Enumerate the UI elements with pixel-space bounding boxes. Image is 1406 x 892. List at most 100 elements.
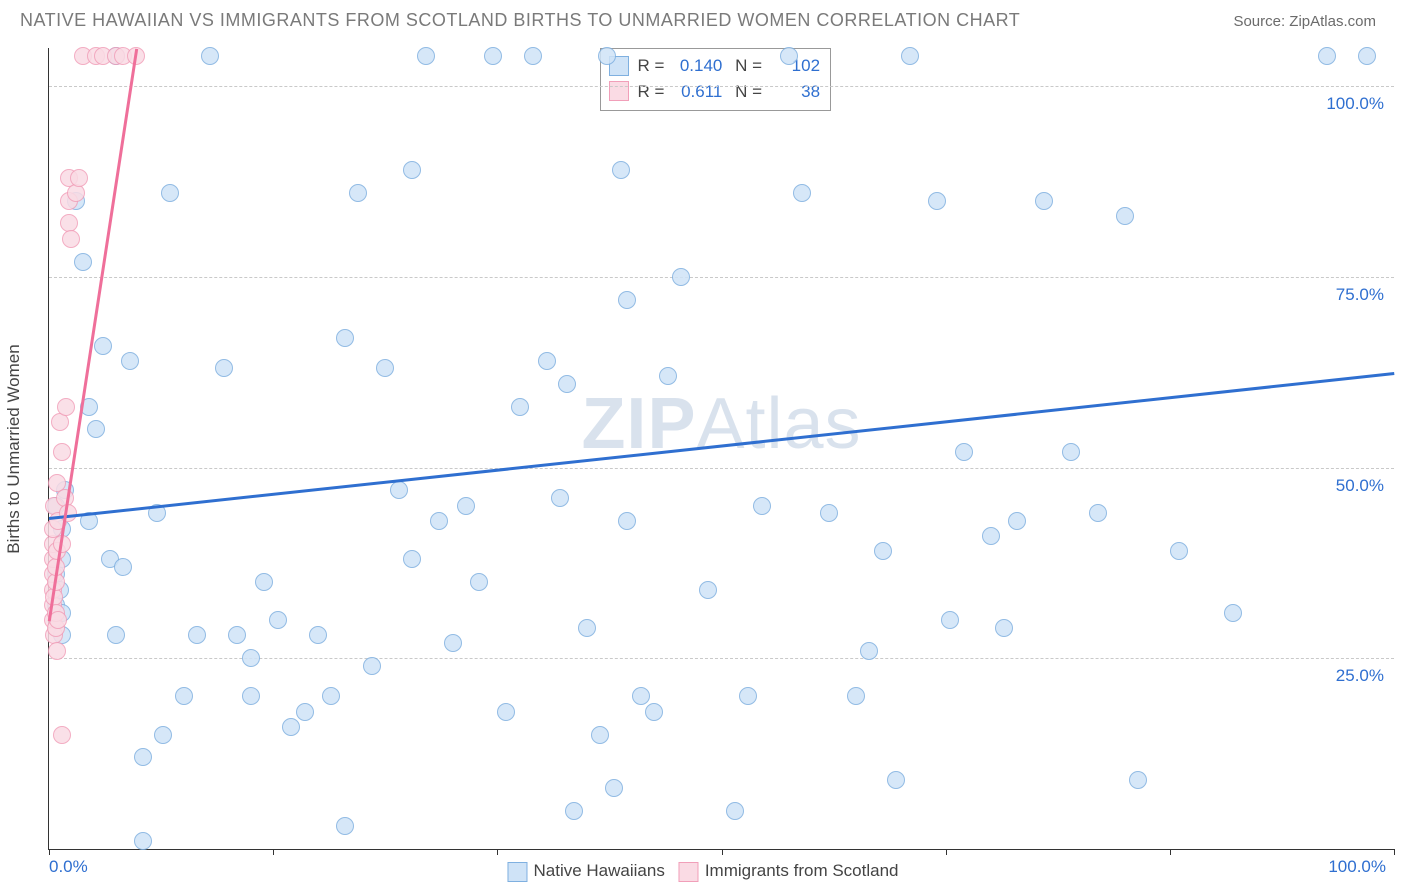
y-axis-title: Births to Unmarried Women: [4, 344, 24, 553]
scatter-point: [201, 47, 219, 65]
scatter-point: [1035, 192, 1053, 210]
scatter-point: [470, 573, 488, 591]
scatter-point: [659, 367, 677, 385]
scatter-point: [612, 161, 630, 179]
scatter-point: [48, 642, 66, 660]
scatter-point: [511, 398, 529, 416]
legend-swatch-pink: [609, 81, 629, 101]
scatter-point: [645, 703, 663, 721]
x-tick: [273, 849, 274, 855]
y-tick-label: 50.0%: [1336, 476, 1384, 496]
scatter-point: [242, 649, 260, 667]
y-tick-label: 100.0%: [1326, 94, 1384, 114]
scatter-point: [309, 626, 327, 644]
scatter-point: [1116, 207, 1134, 225]
scatter-point: [1224, 604, 1242, 622]
scatter-point: [901, 47, 919, 65]
scatter-point: [336, 817, 354, 835]
legend-row: R = 0.611 N = 38: [609, 79, 820, 105]
scatter-point: [94, 337, 112, 355]
scatter-point: [1089, 504, 1107, 522]
scatter-point: [363, 657, 381, 675]
x-tick: [49, 849, 50, 855]
scatter-point: [114, 558, 132, 576]
scatter-point: [484, 47, 502, 65]
scatter-point: [1008, 512, 1026, 530]
scatter-point: [282, 718, 300, 736]
scatter-point: [70, 169, 88, 187]
scatter-point: [134, 832, 152, 850]
trend-line: [49, 372, 1394, 519]
gridline: [49, 86, 1394, 87]
scatter-point: [793, 184, 811, 202]
trend-line: [48, 49, 138, 622]
plot-area: Births to Unmarried Women ZIPAtlas R = 0…: [48, 48, 1394, 850]
scatter-point: [1062, 443, 1080, 461]
scatter-point: [860, 642, 878, 660]
scatter-point: [955, 443, 973, 461]
scatter-point: [134, 748, 152, 766]
legend-r-value: 0.611: [672, 79, 722, 105]
legend-swatch-pink: [679, 862, 699, 882]
legend-item: Immigrants from Scotland: [679, 861, 899, 882]
scatter-point: [336, 329, 354, 347]
scatter-point: [121, 352, 139, 370]
scatter-point: [618, 512, 636, 530]
scatter-point: [269, 611, 287, 629]
scatter-point: [753, 497, 771, 515]
scatter-point: [618, 291, 636, 309]
title-bar: NATIVE HAWAIIAN VS IMMIGRANTS FROM SCOTL…: [0, 0, 1406, 35]
legend-label: Immigrants from Scotland: [705, 861, 899, 880]
source-label: Source: ZipAtlas.com: [1233, 13, 1376, 30]
legend-r-label: R =: [637, 79, 664, 105]
scatter-point: [739, 687, 757, 705]
gridline: [49, 468, 1394, 469]
scatter-point: [726, 802, 744, 820]
scatter-point: [847, 687, 865, 705]
x-tick: [497, 849, 498, 855]
scatter-point: [215, 359, 233, 377]
scatter-point: [74, 253, 92, 271]
scatter-point: [497, 703, 515, 721]
scatter-point: [376, 359, 394, 377]
scatter-point: [57, 398, 75, 416]
scatter-point: [565, 802, 583, 820]
scatter-point: [874, 542, 892, 560]
scatter-point: [154, 726, 172, 744]
x-tick-label: 0.0%: [49, 857, 88, 877]
scatter-point: [887, 771, 905, 789]
scatter-point: [62, 230, 80, 248]
scatter-point: [598, 47, 616, 65]
scatter-point: [349, 184, 367, 202]
scatter-point: [1358, 47, 1376, 65]
scatter-point: [87, 420, 105, 438]
scatter-point: [551, 489, 569, 507]
y-tick-label: 75.0%: [1336, 285, 1384, 305]
scatter-point: [457, 497, 475, 515]
scatter-point: [558, 375, 576, 393]
scatter-point: [430, 512, 448, 530]
scatter-point: [538, 352, 556, 370]
scatter-point: [1318, 47, 1336, 65]
legend-n-value: 38: [770, 79, 820, 105]
scatter-point: [699, 581, 717, 599]
scatter-point: [591, 726, 609, 744]
scatter-point: [53, 726, 71, 744]
scatter-point: [322, 687, 340, 705]
scatter-point: [632, 687, 650, 705]
scatter-point: [780, 47, 798, 65]
watermark: ZIPAtlas: [581, 383, 861, 465]
scatter-plot: ZIPAtlas R = 0.140 N = 102 R = 0.611 N =…: [48, 48, 1394, 850]
scatter-point: [403, 161, 421, 179]
scatter-point: [161, 184, 179, 202]
scatter-point: [53, 443, 71, 461]
scatter-point: [188, 626, 206, 644]
scatter-point: [403, 550, 421, 568]
x-tick: [1394, 849, 1395, 855]
scatter-point: [255, 573, 273, 591]
scatter-point: [578, 619, 596, 637]
legend-series: Native Hawaiians Immigrants from Scotlan…: [507, 861, 898, 882]
scatter-point: [49, 611, 67, 629]
x-tick: [722, 849, 723, 855]
legend-swatch-blue: [507, 862, 527, 882]
